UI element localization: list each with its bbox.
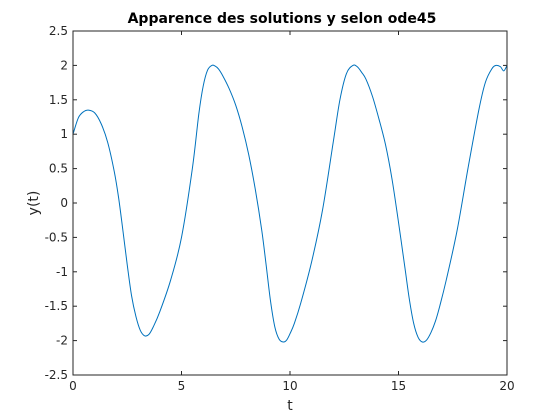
x-axis-label: t <box>287 398 293 414</box>
y-tick-label: 0 <box>60 196 68 210</box>
y-tick-label: 0.5 <box>49 162 68 176</box>
x-tick-label: 0 <box>69 379 77 393</box>
y-tick-label: -2 <box>56 334 68 348</box>
y-tick-label: 2 <box>60 58 68 72</box>
y-axis-label: y(t) <box>26 191 42 216</box>
y-tick-label: 1.5 <box>49 93 68 107</box>
y-tick-label: -0.5 <box>45 230 68 244</box>
y-tick-label: -2.5 <box>45 368 68 382</box>
chart-title: Apparence des solutions y selon ode45 <box>128 11 437 27</box>
y-tick-label: -1.5 <box>45 299 68 313</box>
y-tick-label: 2.5 <box>49 24 68 38</box>
y-tick-label: 1 <box>60 127 68 141</box>
x-tick-label: 20 <box>499 379 514 393</box>
x-tick-label: 5 <box>178 379 186 393</box>
y-tick-label: -1 <box>56 265 68 279</box>
x-tick-label: 15 <box>391 379 406 393</box>
x-tick-label: 10 <box>282 379 297 393</box>
